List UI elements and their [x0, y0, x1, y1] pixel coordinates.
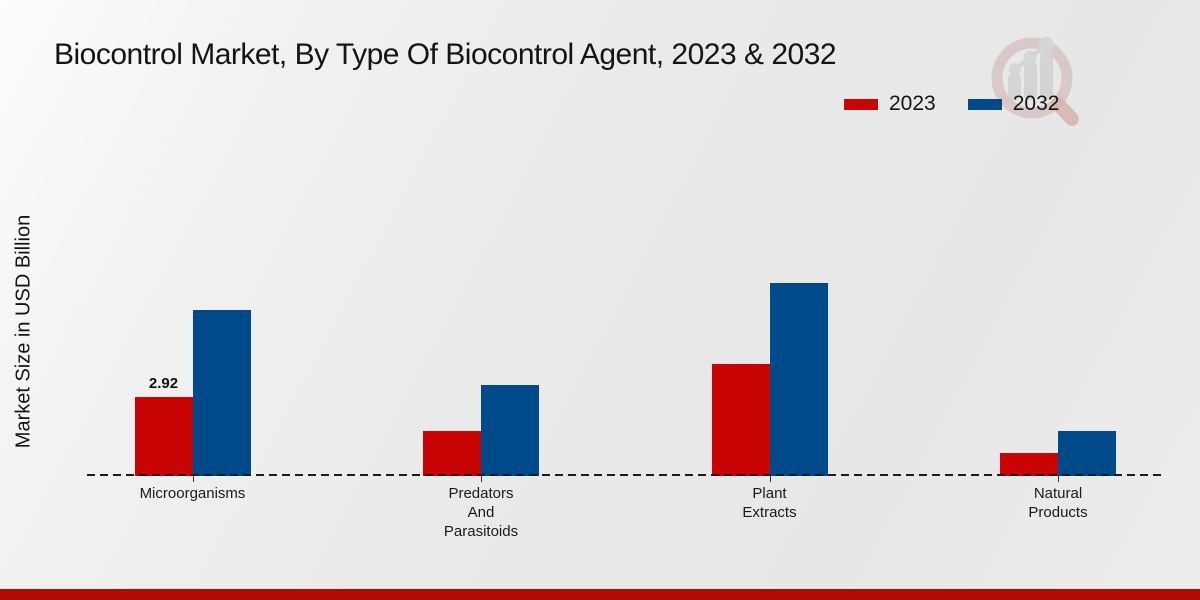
- bar-2023-natural-products: [1000, 453, 1058, 476]
- category-label-microorganisms: Microorganisms: [139, 485, 246, 502]
- bar-2023-plant-extracts: [711, 364, 770, 476]
- bar-2032-predators-and-parasitoids: [481, 385, 539, 476]
- bar-2032-microorganisms: [192, 310, 251, 476]
- bar-value-label: 2.92: [148, 375, 179, 392]
- chart-title: Biocontrol Market, By Type Of Biocontrol…: [54, 38, 837, 71]
- bar-2032-plant-extracts: [769, 283, 828, 476]
- x-axis-baseline: [87, 474, 1163, 476]
- category-label-predators-and-parasitoids: Predators And Parasitoids: [443, 485, 519, 540]
- legend-label-2032: 2032: [1012, 92, 1060, 115]
- x-axis-tick-natural-products: [1058, 476, 1059, 482]
- bar-2032-natural-products: [1058, 431, 1116, 476]
- bar-2023-microorganisms: [134, 397, 193, 476]
- footer-strip: [0, 589, 1200, 600]
- legend-label-2023: 2023: [889, 92, 936, 115]
- bar-2023-predators-and-parasitoids: [423, 431, 481, 476]
- legend-item-2032: 2032: [967, 92, 1060, 116]
- category-label-natural-products: Natural Products: [1028, 485, 1088, 521]
- legend: 2023 2032: [844, 92, 1059, 116]
- legend-item-2023: 2023: [844, 92, 936, 116]
- category-label-plant-extracts: Plant Extracts: [742, 485, 797, 521]
- magnifier-growth-chart-logo-icon: [991, 36, 1079, 126]
- x-axis-tick-plant-extracts: [769, 476, 771, 482]
- x-axis-tick-predators-and-parasitoids: [481, 476, 482, 482]
- x-axis-tick-microorganisms: [192, 476, 194, 482]
- legend-swatch-2032: [967, 98, 1002, 110]
- legend-swatch-2023: [844, 98, 878, 110]
